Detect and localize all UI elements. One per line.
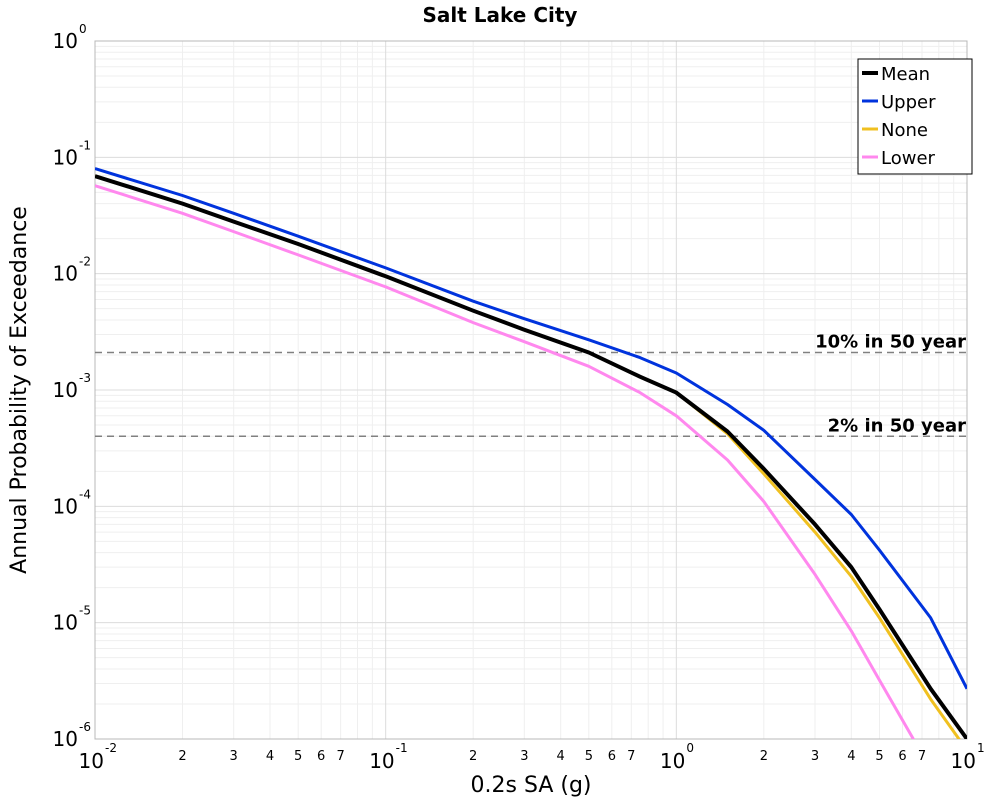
y-tick-label: 10 -3 <box>53 371 91 402</box>
x-minor-tick-label: 4 <box>266 749 274 764</box>
x-minor-tick-label: 5 <box>875 749 883 764</box>
reference-line-label: 10% in 50 year <box>815 332 966 353</box>
svg-text:10: 10 <box>951 749 976 773</box>
legend-label-upper: Upper <box>881 92 936 113</box>
legend-label-mean: Mean <box>881 64 930 85</box>
x-minor-tick-label: 4 <box>847 749 855 764</box>
svg-text:10: 10 <box>660 749 685 773</box>
x-minor-tick-label: 5 <box>585 749 593 764</box>
svg-text:10: 10 <box>369 749 394 773</box>
x-minor-tick-label: 3 <box>811 749 819 764</box>
svg-text:-2: -2 <box>79 255 91 269</box>
y-tick-label: 10 -6 <box>53 720 91 751</box>
series-line-mean <box>95 174 967 739</box>
svg-text:-1: -1 <box>79 138 91 152</box>
x-minor-tick-label: 3 <box>520 749 528 764</box>
x-tick-label: 100 <box>660 741 694 773</box>
x-minor-tick-label: 6 <box>317 749 325 764</box>
grid <box>94 40 968 740</box>
y-tick-label: 10 -2 <box>53 255 91 286</box>
legend-box <box>857 58 973 175</box>
svg-text:10: 10 <box>79 749 104 773</box>
svg-text:1: 1 <box>977 741 985 755</box>
x-minor-tick-label: 7 <box>627 749 635 764</box>
x-minor-tick-label: 6 <box>898 749 906 764</box>
x-axis-label: 0.2s SA (g) <box>471 773 592 798</box>
svg-text:10: 10 <box>53 145 78 169</box>
x-minor-tick-label: 2 <box>760 749 768 764</box>
svg-text:-3: -3 <box>79 371 91 385</box>
svg-text:-1: -1 <box>396 741 408 755</box>
x-minor-tick-label: 7 <box>337 749 345 764</box>
svg-text:10: 10 <box>53 727 78 751</box>
x-tick-label: 10-1 <box>369 741 407 773</box>
svg-text:10: 10 <box>53 262 78 286</box>
y-tick-label: 10 -5 <box>53 604 91 635</box>
legend-label-none: None <box>881 120 928 141</box>
x-tick-label: 10-2 <box>79 741 117 773</box>
series-line-none <box>95 174 961 739</box>
svg-text:-5: -5 <box>79 604 91 618</box>
x-minor-tick-label: 4 <box>557 749 565 764</box>
chart-title: Salt Lake City <box>423 3 578 27</box>
svg-text:10: 10 <box>53 29 78 53</box>
series-line-upper <box>95 167 967 690</box>
x-minor-tick-label: 7 <box>918 749 926 764</box>
svg-text:10: 10 <box>53 494 78 518</box>
svg-text:0: 0 <box>686 741 694 755</box>
plot-frame <box>94 40 968 740</box>
reference-line-label: 2% in 50 year <box>828 415 966 436</box>
svg-text:-4: -4 <box>79 487 91 501</box>
svg-text:10: 10 <box>53 611 78 635</box>
x-minor-tick-label: 6 <box>608 749 616 764</box>
y-tick-label: 10 0 <box>53 22 87 53</box>
series-lines <box>95 167 967 739</box>
svg-text:-2: -2 <box>105 741 117 755</box>
y-tick-label: 10 -1 <box>53 138 91 169</box>
x-minor-tick-label: 3 <box>230 749 238 764</box>
svg-text:-6: -6 <box>79 720 91 734</box>
svg-text:0: 0 <box>79 22 87 36</box>
series-line-lower <box>95 184 916 739</box>
legend: Mean Upper None Lower <box>857 58 973 175</box>
x-minor-tick-label: 2 <box>178 749 186 764</box>
legend-label-lower: Lower <box>881 148 936 169</box>
reference-lines: 10% in 50 year 2% in 50 year <box>95 332 967 438</box>
y-axis-label: Annual Probability of Exceedance <box>7 206 32 574</box>
y-tick-label: 10 -4 <box>53 487 91 518</box>
svg-text:10: 10 <box>53 378 78 402</box>
x-tick-label: 101 <box>951 741 985 773</box>
x-minor-tick-label: 2 <box>469 749 477 764</box>
x-minor-tick-label: 5 <box>294 749 302 764</box>
